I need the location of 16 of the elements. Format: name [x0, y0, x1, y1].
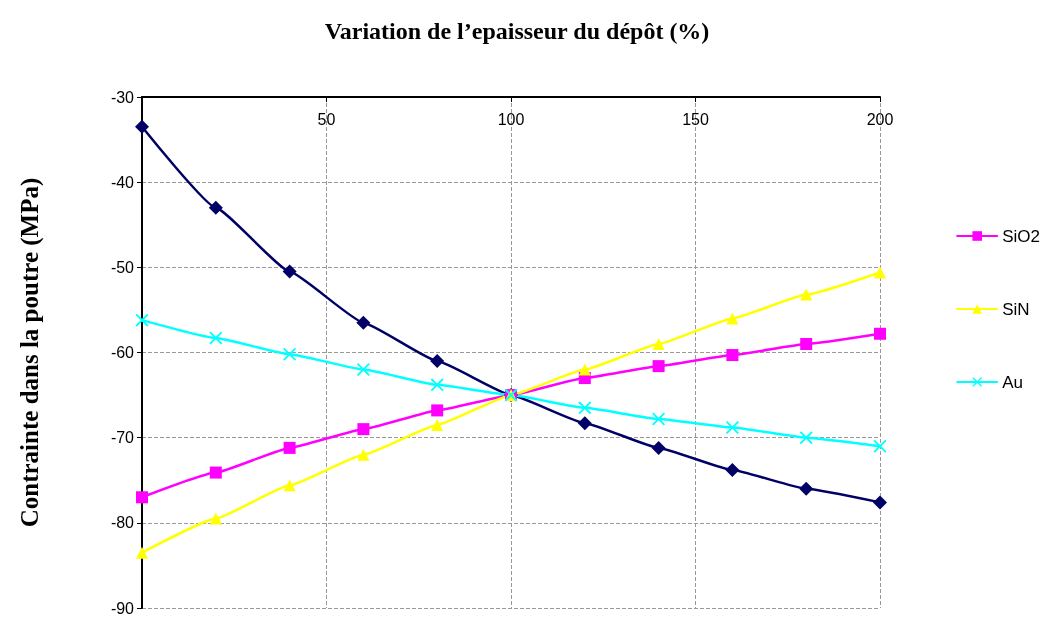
y-axis-title: Contrainte dans la poutre (MPa) — [16, 177, 44, 528]
x-tick-label: 200 — [866, 110, 894, 128]
legend-label: SiN — [1002, 299, 1030, 319]
x-tick-label: 100 — [497, 110, 525, 128]
y-tick-label: -50 — [110, 258, 135, 276]
x-tick-label: 150 — [682, 110, 709, 128]
legend-label: SiO2 — [1002, 226, 1040, 246]
y-tick-label: -30 — [110, 88, 135, 106]
y-tick-label: -60 — [110, 344, 135, 361]
x-axis-title: Variation de l’epaisseur du dépôt (%) — [324, 18, 710, 44]
y-tick-label: -70 — [110, 429, 135, 447]
y-tick-label: -40 — [110, 173, 135, 191]
y-tick-label: -80 — [110, 514, 135, 532]
y-tick-label: -90 — [110, 599, 135, 617]
legend-label: Au — [1002, 372, 1023, 392]
x-tick-label: 50 — [317, 110, 336, 128]
